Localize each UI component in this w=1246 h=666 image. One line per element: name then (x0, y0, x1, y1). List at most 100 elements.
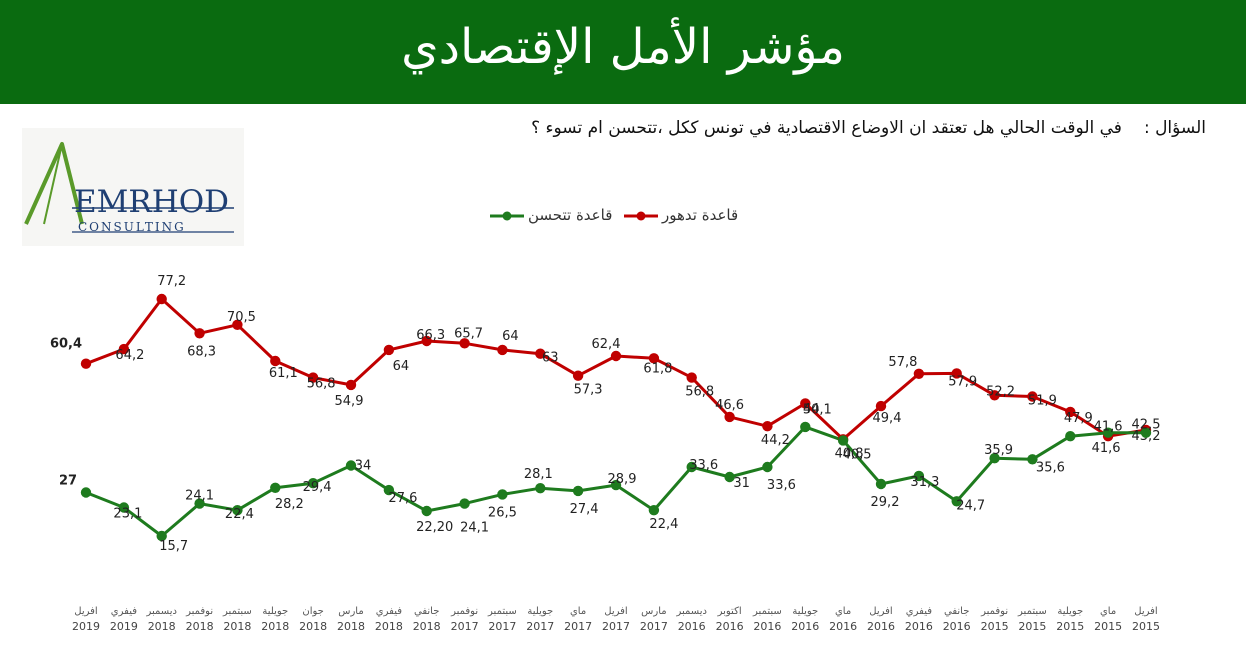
data-label-s0-27: 41,6 (1092, 441, 1121, 456)
data-label-s1-15: 22,4 (649, 517, 678, 532)
x-tick-month-7: مارس (338, 606, 363, 617)
data-label-s0-16: 56,8 (685, 385, 714, 400)
data-point-s0-7 (345, 379, 357, 391)
data-label-s0-7: 54,9 (335, 394, 364, 409)
x-tick-year-26: 2015 (1056, 620, 1084, 633)
data-point-s1-10 (459, 498, 470, 509)
x-tick-year-1: 2019 (110, 620, 138, 633)
data-label-s0-20: 40,8 (835, 446, 864, 461)
x-tick-month-5: جويلية (262, 606, 288, 617)
data-label-s1-20: 40,5 (843, 447, 872, 462)
data-point-s0-8 (383, 344, 395, 356)
data-label-s0-24: 52,2 (986, 384, 1015, 399)
line-chart: 60,4 64,2 77,2 68,3 70,5 61,1 56,8 54,9 64 66,3 65… (50, 274, 1161, 633)
x-tick-year-28: 2015 (1132, 620, 1160, 633)
data-point-s1-2 (156, 530, 167, 542)
x-tick-month-17: اكتوبر (717, 606, 742, 617)
x-tick-month-21: افريل (869, 606, 892, 617)
data-point-s0-14 (610, 350, 622, 362)
x-tick-month-4: سبتمبر (222, 606, 252, 617)
survey-question: السؤال : في الوقت الحالي هل تعتقد ان الاو… (306, 118, 1206, 138)
data-point-s1-26 (1065, 431, 1076, 442)
data-label-s1-0: 27 (59, 474, 77, 489)
x-tick-year-10: 2017 (451, 620, 479, 633)
data-point-s1-15 (648, 505, 660, 516)
data-label-s1-1: 23,1 (113, 507, 142, 522)
data-label-s0-17: 46,6 (715, 398, 744, 413)
data-label-s0-1: 64,2 (115, 348, 144, 363)
data-point-s1-5 (270, 482, 281, 493)
x-tick-month-11: سبتمبر (487, 606, 517, 617)
data-point-s0-26 (1065, 406, 1076, 418)
data-label-s1-8: 27,6 (388, 491, 417, 506)
x-tick-month-10: نوفمبر (450, 606, 478, 617)
data-label-s0-13: 57,3 (574, 383, 603, 398)
data-label-s1-25: 35,6 (1036, 460, 1065, 475)
x-tick-year-22: 2016 (905, 620, 933, 633)
data-label-s1-19: 44 (803, 402, 820, 417)
logo-subtitle: CONSULTING (78, 220, 186, 234)
data-point-s0-21 (875, 400, 887, 412)
x-tick-year-12: 2017 (526, 620, 554, 633)
x-tick-year-15: 2017 (640, 620, 668, 633)
data-label-s1-12: 28,1 (524, 467, 553, 482)
x-tick-year-7: 2018 (337, 620, 365, 633)
x-tick-year-11: 2017 (488, 620, 516, 633)
data-label-s1-7: 34 (355, 459, 372, 474)
data-label-s0-5: 61,1 (269, 366, 298, 381)
data-point-s1-18 (762, 461, 773, 473)
x-tick-month-28: افريل (1134, 606, 1157, 617)
data-point-s1-14 (610, 479, 622, 491)
data-label-s1-6: 29,4 (303, 480, 332, 495)
x-tick-month-26: جويلية (1057, 606, 1083, 617)
data-point-s0-24 (989, 390, 1000, 401)
data-label-s1-28: 42,5 (1132, 418, 1161, 433)
x-tick-year-14: 2017 (602, 620, 630, 633)
data-label-s1-11: 26,5 (488, 505, 517, 520)
data-point-s1-24 (989, 453, 1000, 464)
data-point-s0-15 (648, 353, 660, 364)
x-tick-month-8: فيفري (376, 606, 402, 617)
data-label-s0-25: 51,9 (1028, 394, 1057, 409)
data-label-s0-14: 62,4 (592, 337, 621, 352)
data-label-s1-13: 27,4 (570, 502, 599, 517)
data-label-s0-0: 60,4 (50, 337, 82, 352)
data-point-s1-9 (421, 505, 432, 517)
data-label-s1-2: 15,7 (159, 539, 188, 554)
x-tick-year-17: 2016 (716, 620, 744, 633)
x-tick-month-19: جويلية (792, 606, 818, 617)
x-tick-month-15: مارس (641, 606, 666, 617)
x-tick-year-9: 2018 (413, 620, 441, 633)
data-point-s0-19 (800, 398, 811, 409)
data-point-s1-7 (345, 460, 357, 471)
logo-wordmark: EMRHOD (74, 184, 230, 220)
data-point-s0-13 (572, 370, 584, 381)
data-point-s1-22 (913, 470, 925, 482)
data-point-s0-9 (421, 335, 432, 347)
data-point-s1-12 (535, 483, 546, 494)
data-point-s1-3 (194, 498, 205, 509)
data-label-s1-9: 22,20 (416, 520, 453, 535)
x-tick-year-3: 2018 (186, 620, 214, 633)
legend-label-improve: قاعدة تتحسن (528, 206, 613, 224)
x-tick-year-8: 2018 (375, 620, 403, 633)
x-tick-year-5: 2018 (261, 620, 289, 633)
x-tick-year-18: 2016 (753, 620, 781, 633)
data-label-s1-4: 22,4 (225, 507, 254, 522)
data-point-s0-2 (156, 293, 167, 305)
x-tick-month-2: ديسمبر (145, 606, 176, 617)
data-point-s0-12 (535, 348, 546, 359)
data-point-s0-25 (1027, 391, 1038, 402)
data-label-s0-4: 70,5 (227, 310, 256, 325)
data-label-s0-22: 57,8 (888, 355, 917, 370)
data-point-s1-23 (951, 496, 962, 507)
data-label-s0-10: 65,7 (454, 326, 483, 341)
data-label-s1-16: 33,6 (689, 458, 718, 473)
x-tick-year-4: 2018 (223, 620, 251, 633)
x-tick-year-25: 2015 (1018, 620, 1046, 633)
x-tick-year-27: 2015 (1094, 620, 1122, 633)
x-tick-year-0: 2019 (72, 620, 100, 633)
data-point-s1-27 (1102, 427, 1114, 438)
x-tick-month-3: نوفمبر (185, 606, 213, 617)
data-point-s1-20 (837, 435, 849, 446)
